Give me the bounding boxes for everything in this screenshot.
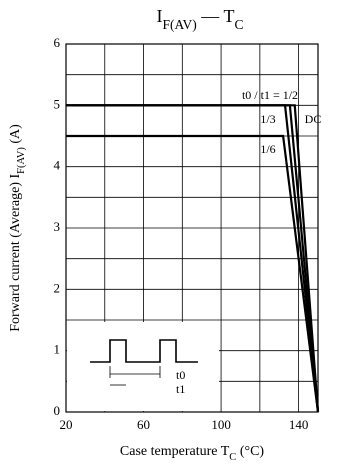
inset-background	[67, 322, 219, 411]
x-tick-label: 140	[289, 417, 309, 432]
y-tick-label: 2	[54, 280, 61, 295]
y-tick-label: 3	[54, 219, 61, 234]
y-tick-label: 6	[54, 35, 61, 50]
series-label: 1/6	[260, 142, 275, 156]
inset-t0	[109, 366, 161, 378]
subscript: C	[234, 17, 243, 32]
subscript: F(AV)	[16, 147, 27, 174]
y-tick-label: 5	[54, 96, 61, 111]
subscript: F(AV)	[163, 17, 197, 32]
series-label: t0 / t1 = 1/2	[242, 88, 298, 102]
data-line	[66, 104, 320, 413]
plot-border	[65, 43, 319, 413]
subscript: C	[229, 452, 236, 463]
x-axis-label: Case temperature TC (°C)	[120, 444, 264, 463]
text-part: (°C)	[236, 444, 264, 459]
text-part: Case temperature T	[120, 444, 230, 459]
text-part: Forward current (Average) I	[8, 173, 23, 331]
text-part: (A)	[8, 124, 23, 147]
series-label: DC	[305, 112, 322, 126]
inset-label: t1	[176, 382, 185, 396]
inset-label: t0	[176, 368, 185, 382]
y-axis-label: Forward current (Average) IF(AV) (A)	[8, 124, 27, 332]
chart-title: IF(AV) — TC	[157, 6, 244, 31]
text-part: — T	[197, 6, 235, 26]
y-tick-label: 0	[54, 403, 61, 418]
inset-waveform	[90, 339, 198, 363]
series-label: 1/3	[260, 112, 275, 126]
text-part: I	[157, 6, 163, 26]
y-tick-label: 4	[54, 158, 61, 173]
x-tick-label: 100	[211, 417, 231, 432]
x-tick-label: 20	[60, 417, 73, 432]
y-tick-label: 1	[54, 342, 61, 357]
x-tick-label: 60	[137, 417, 150, 432]
data-line	[66, 134, 320, 413]
